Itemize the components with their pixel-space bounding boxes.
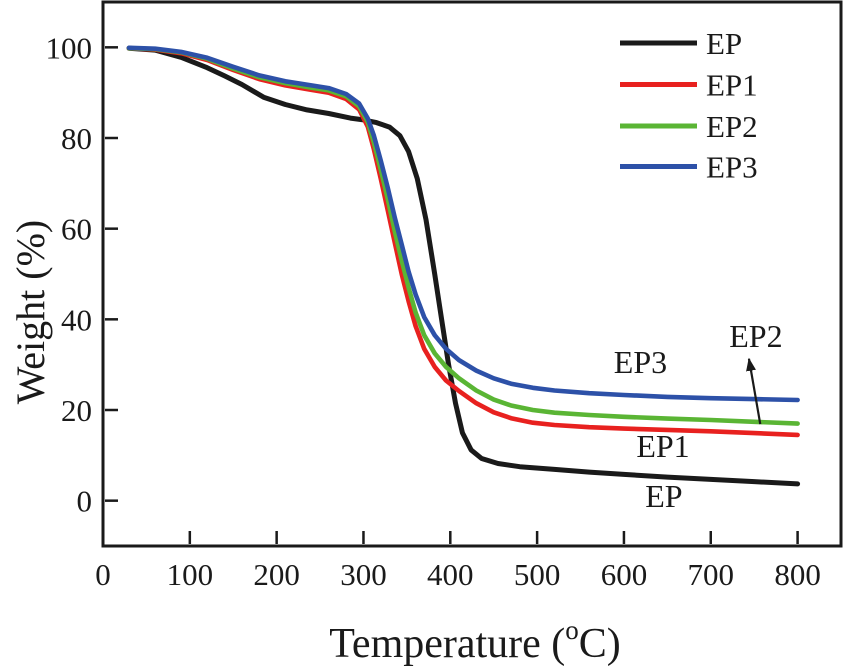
x-tick-label: 100 xyxy=(167,557,214,592)
y-axis-ticks: 0 20 40 60 80 100 xyxy=(46,30,118,519)
x-tick-label: 700 xyxy=(688,557,735,592)
y-tick-label: 0 xyxy=(77,484,93,519)
x-tick-label: 600 xyxy=(601,557,648,592)
annotation-ep3: EP3 xyxy=(614,344,667,380)
x-tick-label: 200 xyxy=(253,557,300,592)
x-axis-title: Temperature (oC) xyxy=(329,615,621,667)
curve-ep1 xyxy=(126,45,800,438)
y-tick-label: 100 xyxy=(46,30,93,65)
x-tick-label: 400 xyxy=(427,557,474,592)
annotation-ep2: EP2 xyxy=(729,318,782,354)
y-tick-label: 80 xyxy=(61,121,92,156)
x-axis-ticks: 0 100 200 300 400 500 600 700 800 xyxy=(95,531,821,592)
data-curves xyxy=(126,45,801,487)
legend-label-ep3: EP3 xyxy=(706,150,758,185)
annotations: EP3 EP2 EP1 EP xyxy=(614,318,783,514)
y-axis-title: Weight (%) xyxy=(8,220,53,405)
x-tick-label: 500 xyxy=(514,557,561,592)
y-tick-label: 60 xyxy=(61,212,92,247)
legend-label-ep2: EP2 xyxy=(706,109,758,144)
curve-ep3 xyxy=(126,45,800,403)
legend-label-ep: EP xyxy=(706,26,742,61)
curve-ep xyxy=(126,45,801,487)
annotation-ep: EP xyxy=(645,478,682,514)
ep2-annotation-arrow xyxy=(746,357,762,425)
annotation-ep1: EP1 xyxy=(636,428,689,464)
y-tick-label: 40 xyxy=(61,302,92,337)
x-tick-label: 300 xyxy=(340,557,387,592)
curve-ep2 xyxy=(126,45,800,426)
x-tick-label: 800 xyxy=(774,557,821,592)
legend-label-ep1: EP1 xyxy=(706,68,758,103)
legend: EP EP1 EP2 EP3 xyxy=(620,26,758,185)
plot-frame xyxy=(101,0,843,548)
x-tick-label: 0 xyxy=(95,557,111,592)
y-tick-label: 20 xyxy=(61,393,92,428)
